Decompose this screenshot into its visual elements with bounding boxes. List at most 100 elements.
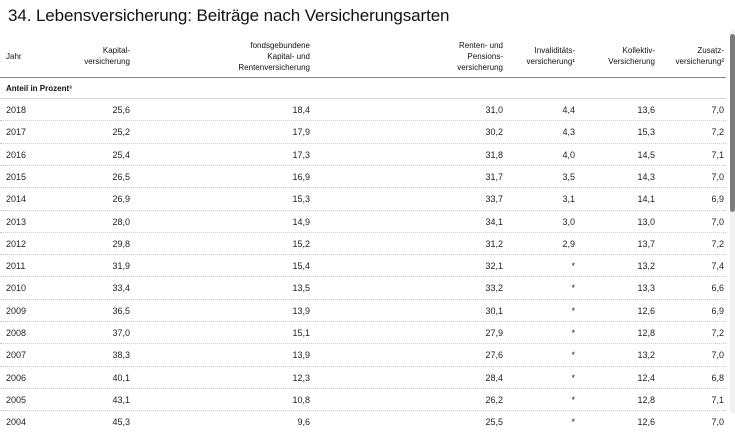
cell-invaliditaet: 4,3 xyxy=(562,127,575,138)
cell-kapital: 28,0 xyxy=(112,216,130,227)
cell-invaliditaet: * xyxy=(571,394,575,405)
header-jahr: Jahr xyxy=(6,52,22,61)
cell-renten: 28,4 xyxy=(485,372,503,383)
cell-kapital: 45,3 xyxy=(112,417,130,428)
cell-year: 2007 xyxy=(6,350,27,361)
cell-fonds: 12,3 xyxy=(292,372,310,383)
cell-fonds: 13,5 xyxy=(292,283,310,294)
cell-fonds: 10,8 xyxy=(292,394,310,405)
cell-kollektiv: 13,2 xyxy=(637,261,655,272)
table-row: 2005 43,1 10,8 26,2 * 12,8 7,1 xyxy=(0,389,726,411)
data-table: Jahr Kapital- versicherung fondsgebunden… xyxy=(0,41,726,427)
table-row: 2016 25,4 17,3 31,8 4,0 14,5 7,1 xyxy=(0,144,726,166)
cell-year: 2016 xyxy=(6,149,27,160)
cell-zusatz: 7,1 xyxy=(711,149,724,160)
cell-zusatz: 7,4 xyxy=(711,261,724,272)
header-invaliditaet: Invaliditäts- versicherung¹ xyxy=(526,46,575,66)
row-divider xyxy=(0,343,726,345)
cell-invaliditaet: * xyxy=(571,261,575,272)
cell-zusatz: 7,0 xyxy=(711,417,724,428)
cell-zusatz: 7,2 xyxy=(711,127,724,138)
table-row: 2014 26,9 15,3 33,7 3,1 14,1 6,9 xyxy=(0,188,726,210)
cell-renten: 31,0 xyxy=(485,105,503,115)
row-divider xyxy=(0,410,726,412)
header-renten: Renten- und Pensions- versicherung xyxy=(457,41,503,72)
cell-fonds: 15,3 xyxy=(292,194,310,205)
row-divider xyxy=(0,276,726,278)
cell-kollektiv: 14,1 xyxy=(637,194,655,205)
table-row: 2007 38,3 13,9 27,6 * 13,2 7,0 xyxy=(0,344,726,366)
table-row: 2011 31,9 15,4 32,1 * 13,2 7,4 xyxy=(0,255,726,277)
cell-renten: 26,2 xyxy=(485,394,503,405)
row-divider xyxy=(0,254,726,256)
cell-zusatz: 7,0 xyxy=(711,171,724,182)
cell-fonds: 18,4 xyxy=(292,105,310,115)
cell-zusatz: 7,0 xyxy=(711,350,724,361)
table-row: 2012 29,8 15,2 31,2 2,9 13,7 7,2 xyxy=(0,233,726,255)
cell-fonds: 17,3 xyxy=(292,149,310,160)
cell-renten: 31,2 xyxy=(485,238,503,249)
cell-kapital: 29,8 xyxy=(112,238,130,249)
cell-kapital: 38,3 xyxy=(112,350,130,361)
cell-kapital: 25,4 xyxy=(112,149,130,160)
table-row: 2017 25,2 17,9 30,2 4,3 15,3 7,2 xyxy=(0,121,726,143)
row-divider xyxy=(0,164,726,166)
cell-zusatz: 6,9 xyxy=(711,305,724,316)
table-row: 2004 45,3 9,6 25,5 * 12,6 7,0 xyxy=(0,411,726,433)
cell-kollektiv: 12,6 xyxy=(637,305,655,316)
cell-invaliditaet: 4,0 xyxy=(562,149,575,160)
cell-invaliditaet: * xyxy=(571,283,575,294)
row-divider xyxy=(0,387,726,389)
cell-kollektiv: 14,3 xyxy=(637,171,655,182)
cell-renten: 30,2 xyxy=(485,127,503,138)
cell-zusatz: 7,1 xyxy=(711,394,724,405)
cell-fonds: 9,6 xyxy=(297,417,310,428)
cell-renten: 33,7 xyxy=(485,194,503,205)
cell-kollektiv: 12,4 xyxy=(637,372,655,383)
scrollbar-thumb[interactable] xyxy=(730,34,735,212)
cell-zusatz: 6,6 xyxy=(711,283,724,294)
row-divider xyxy=(0,321,726,322)
cell-zusatz: 6,9 xyxy=(711,194,724,205)
cell-kapital: 43,1 xyxy=(112,394,130,405)
cell-kollektiv: 14,5 xyxy=(637,149,655,160)
cell-year: 2017 xyxy=(6,127,27,138)
cell-kollektiv: 12,8 xyxy=(637,328,655,338)
cell-renten: 31,8 xyxy=(485,149,503,160)
cell-kapital: 37,0 xyxy=(112,328,130,338)
cell-kapital: 25,6 xyxy=(112,105,130,115)
cell-invaliditaet: 4,4 xyxy=(562,105,575,115)
cell-kollektiv: 12,8 xyxy=(637,394,655,405)
scrollbar[interactable] xyxy=(730,30,735,413)
cell-year: 2005 xyxy=(6,394,27,405)
cell-kapital: 25,2 xyxy=(112,127,130,138)
cell-year: 2004 xyxy=(6,417,27,428)
table-row: 2006 40,1 12,3 28,4 * 12,4 6,8 xyxy=(0,367,726,389)
cell-invaliditaet: 3,5 xyxy=(562,171,575,182)
cell-kapital: 33,4 xyxy=(112,283,130,294)
section-label: Anteil in Prozent³ xyxy=(6,84,72,93)
cell-kollektiv: 15,3 xyxy=(637,127,655,138)
cell-kapital: 26,9 xyxy=(112,194,130,205)
row-divider xyxy=(0,209,726,211)
cell-year: 2015 xyxy=(6,171,27,182)
cell-fonds: 13,9 xyxy=(292,350,310,361)
cell-year: 2012 xyxy=(6,238,27,249)
cell-renten: 30,1 xyxy=(485,305,503,316)
cell-kapital: 31,9 xyxy=(112,261,130,272)
cell-kollektiv: 13,7 xyxy=(637,238,655,249)
cell-invaliditaet: 3,0 xyxy=(562,216,575,227)
cell-renten: 31,7 xyxy=(485,171,503,182)
table-row: 2010 33,4 13,5 33,2 * 13,3 6,6 xyxy=(0,277,726,299)
table-row: 2008 37,0 15,1 27,9 * 12,8 7,2 xyxy=(0,322,726,344)
cell-kapital: 26,5 xyxy=(112,171,130,182)
cell-kapital: 36,5 xyxy=(112,305,130,316)
row-divider xyxy=(0,365,726,367)
cell-kollektiv: 12,6 xyxy=(637,417,655,428)
cell-invaliditaet: * xyxy=(571,328,575,338)
cell-invaliditaet: * xyxy=(571,350,575,361)
header-kapital: Kapital- versicherung xyxy=(84,46,130,66)
cell-year: 2013 xyxy=(6,216,27,227)
cell-fonds: 13,9 xyxy=(292,305,310,316)
cell-renten: 32,1 xyxy=(485,261,503,272)
